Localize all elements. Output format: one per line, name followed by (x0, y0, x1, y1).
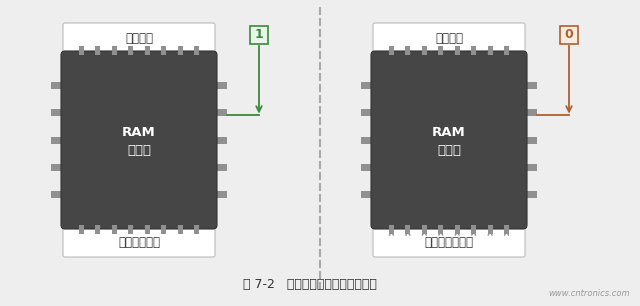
Bar (523, 191, 537, 198)
Bar (361, 82, 375, 89)
Bar (95, 225, 100, 234)
Bar (471, 46, 476, 55)
FancyBboxPatch shape (61, 51, 217, 229)
Bar (361, 191, 375, 198)
Bar (523, 109, 537, 116)
Bar (145, 225, 150, 234)
Bar (422, 225, 427, 234)
Bar (361, 164, 375, 171)
Text: www.cntronics.com: www.cntronics.com (548, 289, 630, 298)
Bar (178, 46, 182, 55)
Bar (523, 164, 537, 171)
Text: 单元的新数据: 单元的新数据 (118, 236, 160, 248)
Bar (194, 46, 199, 55)
Bar (523, 82, 537, 89)
Bar (128, 46, 133, 55)
Bar (95, 46, 100, 55)
Bar (213, 136, 227, 144)
Bar (389, 225, 394, 234)
Bar (455, 225, 460, 234)
Bar (51, 136, 65, 144)
Bar (389, 46, 394, 55)
FancyBboxPatch shape (373, 23, 525, 53)
Bar (51, 164, 65, 171)
Bar (213, 164, 227, 171)
Text: 图 7-2   存储器包括读模式与写模式: 图 7-2 存储器包括读模式与写模式 (243, 278, 377, 291)
Bar (523, 136, 537, 144)
Bar (504, 46, 509, 55)
Bar (178, 225, 182, 234)
Bar (488, 46, 493, 55)
Bar (455, 46, 460, 55)
FancyBboxPatch shape (371, 51, 527, 229)
Bar (51, 82, 65, 89)
Bar (161, 225, 166, 234)
Bar (194, 225, 199, 234)
Bar (128, 225, 133, 234)
Text: 读模式: 读模式 (437, 144, 461, 156)
Bar (79, 46, 84, 55)
FancyBboxPatch shape (63, 23, 215, 53)
Bar (51, 191, 65, 198)
Text: RAM: RAM (432, 125, 466, 139)
Bar (504, 225, 509, 234)
FancyBboxPatch shape (63, 227, 215, 257)
Bar (213, 82, 227, 89)
Bar (161, 46, 166, 55)
Text: 写模式: 写模式 (127, 144, 151, 156)
Bar (438, 225, 444, 234)
FancyBboxPatch shape (560, 26, 578, 44)
Bar (405, 225, 410, 234)
Bar (213, 191, 227, 198)
Bar (361, 109, 375, 116)
Bar (112, 225, 117, 234)
Bar (422, 46, 427, 55)
Bar (51, 109, 65, 116)
Text: 0: 0 (564, 28, 573, 42)
Bar (438, 46, 444, 55)
Text: 单元的当前数据: 单元的当前数据 (424, 236, 474, 248)
Bar (405, 46, 410, 55)
Text: 1: 1 (255, 28, 264, 42)
Text: 单元地址: 单元地址 (125, 32, 153, 44)
Bar (471, 225, 476, 234)
Text: RAM: RAM (122, 125, 156, 139)
FancyBboxPatch shape (250, 26, 268, 44)
Bar (79, 225, 84, 234)
Bar (145, 46, 150, 55)
Bar (488, 225, 493, 234)
Bar (112, 46, 117, 55)
Bar (361, 136, 375, 144)
Bar (213, 109, 227, 116)
FancyBboxPatch shape (373, 227, 525, 257)
Text: 单元地址: 单元地址 (435, 32, 463, 44)
